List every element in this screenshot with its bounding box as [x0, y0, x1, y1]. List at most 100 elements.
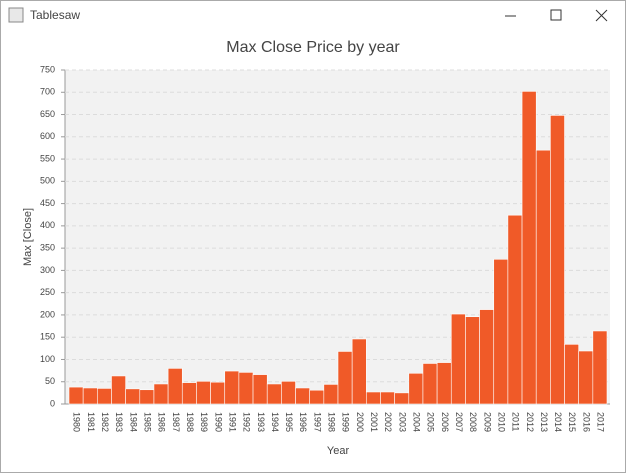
- x-tick-label: 1986: [157, 412, 167, 432]
- bar: [181, 382, 197, 405]
- x-tick-label: 1994: [270, 412, 280, 432]
- y-tick-label: 250: [40, 287, 55, 297]
- x-tick-label: 1983: [114, 412, 124, 432]
- x-tick-label: 1987: [171, 412, 181, 432]
- y-tick-label: 50: [45, 376, 55, 386]
- x-tick-label: 1993: [256, 412, 266, 432]
- x-tick-label: 2016: [581, 412, 591, 432]
- y-tick-label: 400: [40, 220, 55, 230]
- bar: [111, 375, 126, 405]
- bar: [550, 115, 565, 405]
- bar: [82, 387, 98, 405]
- y-tick-label: 300: [40, 265, 55, 275]
- x-tick-label: 2009: [482, 412, 492, 432]
- bar: [68, 386, 84, 405]
- bar: [366, 391, 381, 405]
- bar: [210, 381, 226, 405]
- bar: [521, 91, 537, 405]
- y-tick-label: 600: [40, 131, 55, 141]
- x-tick-label: 1988: [185, 412, 195, 432]
- x-tick-label: 1996: [298, 412, 308, 432]
- maximize-button[interactable]: [550, 9, 562, 21]
- bar: [479, 309, 495, 405]
- y-tick-label: 700: [40, 87, 55, 97]
- bar: [153, 383, 169, 405]
- bar: [394, 392, 410, 405]
- x-tick-label: 1990: [213, 412, 223, 432]
- bar: [592, 330, 608, 405]
- x-tick-label: 2008: [468, 412, 478, 432]
- chart-title: Max Close Price by year: [226, 39, 400, 56]
- x-axis-label: Year: [327, 445, 350, 457]
- x-tick-label: 1989: [199, 412, 209, 432]
- bar: [436, 362, 452, 405]
- x-tick-label: 2006: [440, 412, 450, 432]
- bar: [408, 372, 424, 405]
- x-tick-label: 1991: [227, 412, 237, 432]
- bar: [564, 344, 579, 405]
- y-tick-label: 450: [40, 198, 55, 208]
- x-tick-label: 1981: [86, 412, 96, 432]
- x-tick-label: 2005: [426, 412, 436, 432]
- bar: [578, 350, 594, 405]
- x-tick-label: 2013: [539, 412, 549, 432]
- y-axis-label: Max [Close]: [22, 208, 34, 266]
- x-tick-label: 1985: [142, 412, 152, 432]
- y-tick-label: 550: [40, 153, 55, 163]
- close-button[interactable]: [595, 9, 608, 22]
- y-tick-label: 350: [40, 243, 55, 253]
- x-tick-label: 2017: [596, 412, 606, 432]
- bar: [139, 389, 155, 405]
- x-tick-label: 2004: [411, 412, 421, 432]
- bar: [450, 313, 466, 405]
- x-tick-label: 1997: [312, 412, 322, 432]
- x-tick-label: 1998: [327, 412, 337, 432]
- x-tick-label: 1984: [128, 412, 138, 432]
- bar: [323, 384, 339, 405]
- app-icon: [8, 7, 24, 23]
- x-tick-label: 2012: [525, 412, 535, 432]
- x-tick-label: 1992: [242, 412, 252, 432]
- bar: [295, 387, 310, 405]
- bar: [351, 338, 367, 405]
- bar: [252, 374, 268, 405]
- bar: [167, 368, 183, 405]
- x-tick-label: 2015: [567, 412, 577, 432]
- y-tick-label: 750: [40, 64, 55, 74]
- window-title: Tablesaw: [30, 8, 80, 22]
- y-tick-label: 500: [40, 176, 55, 186]
- x-tick-label: 1995: [284, 412, 294, 432]
- x-tick-label: 1999: [341, 412, 351, 432]
- bar: [309, 389, 325, 405]
- bar: [337, 351, 353, 405]
- bar: [238, 372, 254, 405]
- x-tick-label: 2001: [369, 412, 379, 432]
- bar: [380, 391, 395, 405]
- x-tick-label: 2014: [553, 412, 563, 432]
- bar: [224, 370, 240, 405]
- bar: [196, 380, 211, 405]
- x-tick-label: 2007: [454, 412, 464, 432]
- bar: [422, 363, 438, 405]
- x-tick-label: 2010: [496, 412, 506, 432]
- bar: [465, 316, 480, 405]
- x-tick-label: 2003: [397, 412, 407, 432]
- bar: [535, 149, 551, 405]
- y-tick-label: 200: [40, 309, 55, 319]
- y-tick-label: 100: [40, 354, 55, 364]
- bar: [97, 388, 112, 405]
- bar: [507, 214, 523, 405]
- bar: [125, 388, 141, 405]
- bar: [493, 258, 509, 405]
- y-tick-label: 650: [40, 109, 55, 119]
- x-tick-label: 2000: [355, 412, 365, 432]
- x-tick-label: 2011: [511, 412, 521, 431]
- bar: [281, 380, 296, 405]
- x-tick-label: 2002: [383, 412, 393, 432]
- bar: [266, 383, 282, 405]
- y-tick-label: 0: [50, 398, 55, 408]
- y-tick-label: 150: [40, 332, 55, 342]
- x-tick-label: 1982: [100, 412, 110, 432]
- x-tick-label: 1980: [72, 412, 82, 432]
